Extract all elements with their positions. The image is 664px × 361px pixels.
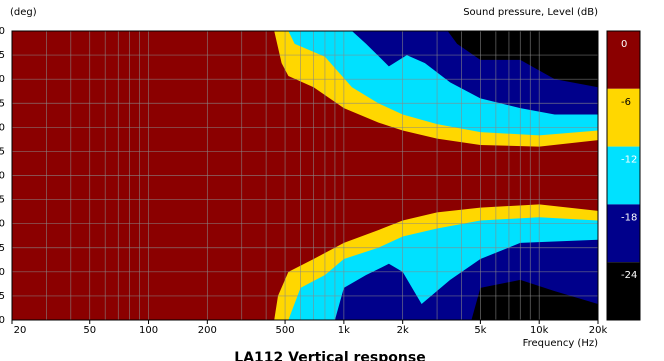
y-tick-label: 75 (0, 50, 5, 61)
x-tick-label: 2k (397, 325, 409, 336)
colorbar-band (607, 204, 640, 263)
x-tick-label: 1k (338, 325, 350, 336)
x-tick-label: 20k (589, 325, 608, 336)
chart-title: LA112 Vertical response (234, 350, 425, 361)
x-tick-label: 500 (276, 325, 295, 336)
contour-region (447, 31, 598, 88)
y-tick-label: 30 (0, 122, 5, 133)
y-tick-label: -30 (0, 219, 5, 230)
y-tick-label: -45 (0, 243, 5, 254)
y-tick-label: -15 (0, 195, 5, 206)
y-tick-label: -75 (0, 291, 5, 302)
y-tick-label: 15 (0, 146, 5, 157)
colorbar-band (607, 262, 640, 320)
colorbar-tick-label: -12 (621, 155, 637, 166)
y-tick-label: -90 (0, 315, 5, 326)
x-tick-label: 20 (14, 325, 27, 336)
colorbar-band (607, 146, 640, 205)
colorbar-tick-label: 0 (621, 39, 627, 50)
colorbar-band (607, 88, 640, 147)
plot-frame (11, 30, 599, 321)
x-tick-label: 5k (474, 325, 486, 336)
colorbar-frame (606, 30, 641, 321)
y-tick-label: 60 (0, 74, 5, 85)
colorbar-label: Sound pressure, Level (dB) (463, 7, 598, 18)
x-tick-label: 200 (198, 325, 217, 336)
x-tick-label: 10k (530, 325, 549, 336)
y-tick-label: 45 (0, 98, 5, 109)
x-tick-label: 50 (83, 325, 96, 336)
contour-region (471, 279, 598, 320)
colorbar-tick-label: -24 (621, 270, 637, 281)
colorbar-tick-label: -18 (621, 212, 637, 223)
x-tick-label: 100 (139, 325, 158, 336)
y-tick-label: 90 (0, 26, 5, 37)
y-tick-label: 0 (0, 171, 5, 182)
x-axis-label: Frequency (Hz) (523, 338, 599, 349)
y-axis-label: (deg) (10, 7, 37, 18)
y-tick-label: -60 (0, 267, 5, 278)
colorbar-band (607, 31, 640, 89)
colorbar-tick-label: -6 (621, 97, 631, 108)
